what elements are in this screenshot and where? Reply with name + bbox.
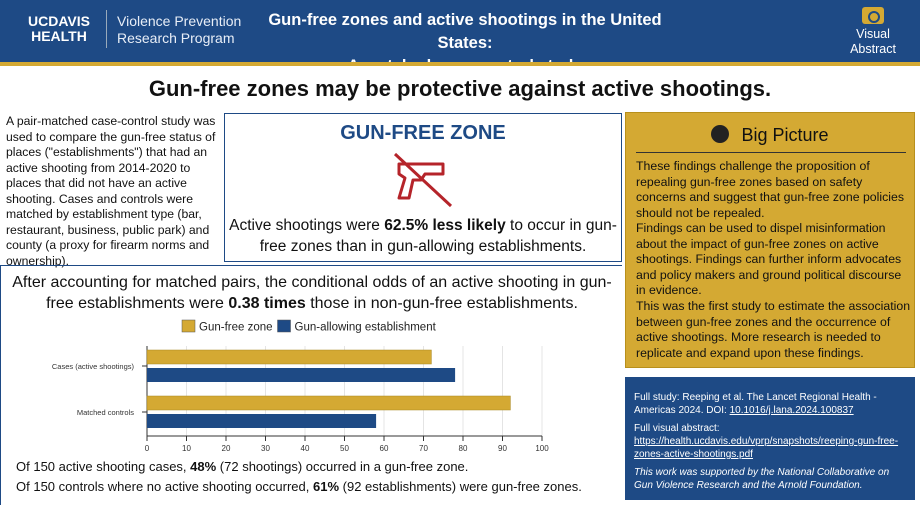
program-line1: Violence Prevention <box>117 13 242 29</box>
title-line2: A matched case-control study <box>347 57 583 75</box>
citation: Full study: Reeping et al. The Lancet Re… <box>634 391 906 417</box>
citation-text: Full study: Reeping et al. The Lancet Re… <box>634 392 877 416</box>
no-gun-icon <box>393 152 453 208</box>
gfz-finding: Active shootings were 62.5% less likely … <box>225 215 621 257</box>
bar <box>147 414 377 428</box>
program-name: Violence Prevention Research Program <box>117 13 241 47</box>
chart-header: After accounting for matched pairs, the … <box>1 272 623 314</box>
header: UCDAVIS HEALTH Violence Prevention Researc… <box>0 0 920 75</box>
stat-bold: 48% <box>190 459 217 474</box>
stat-pre: Of 150 controls where no active shooting… <box>16 479 313 494</box>
headline: Gun-free zones may be protective against… <box>148 76 772 101</box>
program-line2: Research Program <box>117 30 235 46</box>
visual-abstract-link[interactable]: https://health.ucdavis.edu/vprp/snapshot… <box>634 436 899 460</box>
x-tick-label: 50 <box>340 444 349 453</box>
logo-line1: UCDAVIS <box>28 13 90 29</box>
bar <box>147 368 456 382</box>
legend-label: Gun-allowing establishment <box>295 322 437 334</box>
title-line1: Gun-free zones and active shootings in t… <box>268 11 662 52</box>
y-tick-label: Cases (active shootings) <box>52 362 135 371</box>
stat-bold: 61% <box>313 479 340 494</box>
stat-cases: Of 150 active shooting cases, 48% (72 sh… <box>16 459 468 474</box>
chart-header-pre: After accounting for matched pairs, the … <box>12 274 612 312</box>
finding-bold: 62.5% less likely <box>384 217 506 234</box>
x-tick-label: 100 <box>535 444 549 453</box>
x-tick-label: 70 <box>419 444 428 453</box>
stat-controls: Of 150 controls where no active shooting… <box>16 479 582 494</box>
x-tick-label: 60 <box>380 444 389 453</box>
divider <box>636 152 906 153</box>
x-tick-label: 90 <box>498 444 507 453</box>
x-tick-label: 80 <box>459 444 468 453</box>
intro-text: A pair-matched case-control study was us… <box>6 114 216 268</box>
stat-post: (92 establishments) were gun-free zones. <box>339 479 582 494</box>
camera-icon <box>862 7 884 24</box>
visual-abstract-info: Full visual abstract: https://health.ucda… <box>634 422 906 461</box>
chart-header-bold: 0.38 times <box>228 295 306 312</box>
big-picture-paragraph: These findings challenge the proposition… <box>636 159 904 220</box>
stat-pre: Of 150 active shooting cases, <box>16 459 191 474</box>
big-picture-panel: Big Picture These findings challenge the… <box>625 112 915 368</box>
va-label: Full visual abstract: <box>634 423 720 434</box>
gfz-title: GUN-FREE ZONE <box>340 122 506 144</box>
logo-line2: HEALTH <box>31 28 87 44</box>
footer-panel: Full study: Reeping et al. The Lancet Re… <box>625 377 915 500</box>
stat-post: (72 shootings) occurred in a gun-free zo… <box>216 459 469 474</box>
chart-header-post: those in non-gun-free establishments. <box>305 295 578 312</box>
x-tick-label: 20 <box>222 444 231 453</box>
y-tick-label: Matched controls <box>77 408 134 417</box>
visual-abstract-badge: Visual Abstract <box>850 27 896 56</box>
ucdavis-health-logo: UCDAVIS HEALTH <box>28 14 90 44</box>
doi-link[interactable]: 10.1016/j.lana.2024.100837 <box>729 405 854 416</box>
legend-swatch <box>277 319 291 333</box>
big-picture-paragraph: Findings can be used to dispel misinform… <box>636 221 902 297</box>
bar <box>146 349 432 365</box>
funding-note: This work was supported by the National … <box>634 467 890 491</box>
bar-chart: Gun-free zone Gun-allowing establishment 0… <box>52 319 549 453</box>
x-tick-label: 40 <box>301 444 310 453</box>
big-picture-title: Big Picture <box>626 125 914 146</box>
big-picture-paragraph: This was the first study to estimate the… <box>636 299 911 360</box>
x-tick-label: 10 <box>182 444 191 453</box>
gun-free-zone-panel: GUN-FREE ZONE Active shootings were 62.5… <box>224 113 622 262</box>
legend-label: Gun-free zone <box>199 322 273 334</box>
globe-icon <box>711 125 730 143</box>
legend-swatch <box>181 319 196 333</box>
finding-post: to occur in gun-free zones than in gun-a… <box>259 217 617 255</box>
gold-divider <box>0 62 920 66</box>
divider <box>106 10 107 48</box>
finding-pre: Active shootings were <box>229 217 385 234</box>
study-title: Gun-free zones and active shootings in t… <box>250 9 680 78</box>
x-tick-label: 0 <box>145 444 150 453</box>
chart-panel: After accounting for matched pairs, the … <box>0 265 622 505</box>
big-picture-label: Big Picture <box>741 125 829 145</box>
x-tick-label: 30 <box>261 444 270 453</box>
bar <box>146 395 511 411</box>
